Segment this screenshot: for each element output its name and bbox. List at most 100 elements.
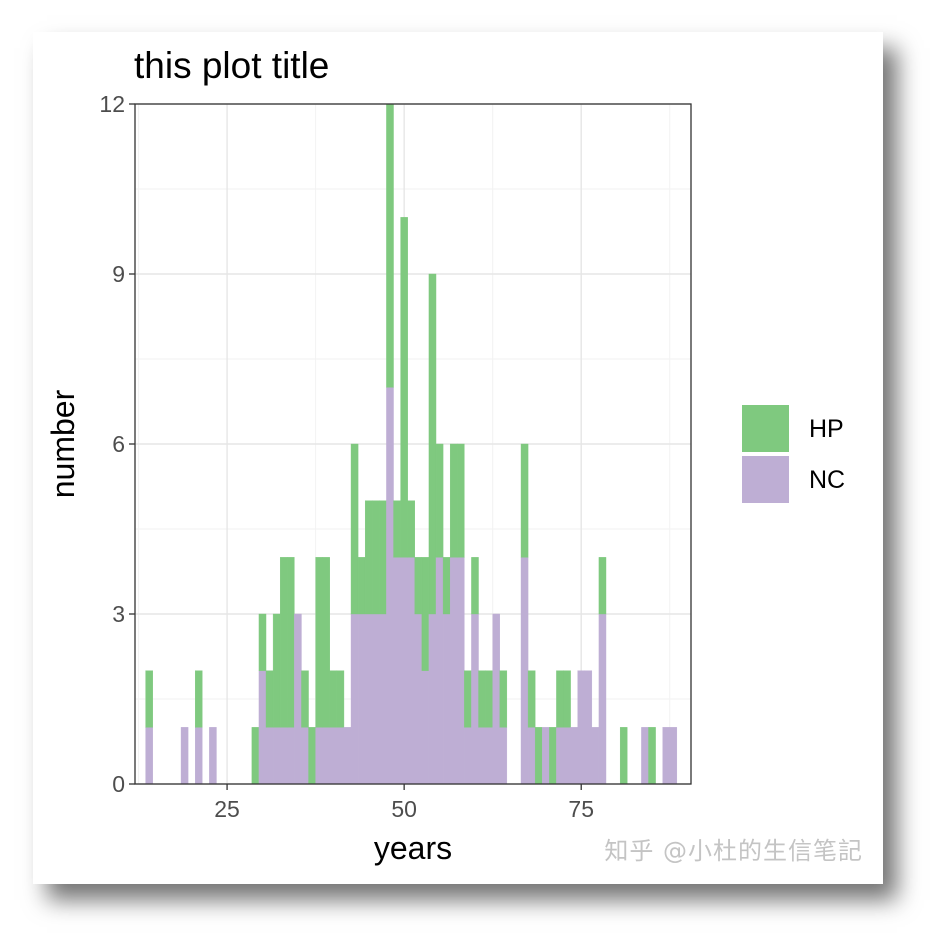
bar-nc [499,727,508,785]
bar-nc [591,727,600,785]
bar-nc [195,727,203,785]
x-tick-label: 25 [214,796,240,822]
bar-hp [329,670,338,728]
bar-nc [315,727,323,785]
bar-hp [648,727,656,785]
bar-nc [556,727,564,785]
x-tick-label: 50 [391,796,417,822]
bar-hp [563,670,571,728]
legend-key-hp [742,405,789,452]
bar-nc [428,613,437,785]
bar-nc [393,557,401,785]
bar-hp [428,273,437,615]
bar-hp [386,103,394,388]
bar-nc [209,727,217,785]
bar-nc [180,727,189,785]
bar-hp [549,727,557,785]
chart: this plot title 0 3 6 9 12 25 50 75 years numbe… [45,45,845,866]
bar-nc [442,613,451,785]
bar-hp [421,557,430,671]
bar-hp [556,670,564,728]
bar-nc [258,670,267,785]
bar-hp [251,727,260,785]
x-axis-label: years [374,830,452,866]
bar-hp [407,500,415,558]
bar-hp [301,670,309,728]
bar-nc [265,727,274,785]
bar-nc [294,613,302,785]
bar-nc [414,613,423,785]
bar-hp [478,670,486,728]
bar-nc [492,613,500,785]
bar-nc [407,557,415,785]
bar-hp [357,557,366,615]
bar-nc [478,727,486,785]
bar-hp [485,670,493,728]
bar-hp [449,443,458,558]
bar-hp [464,670,472,728]
bar-hp [195,670,203,728]
bar-hp [534,727,543,785]
y-tick-label: 6 [112,431,125,457]
bar-hp [499,670,508,728]
x-tick-label: 75 [568,796,594,822]
bar-nc [542,727,550,785]
bar-nc [471,613,479,785]
bar-hp [619,727,628,785]
bar-hp [471,557,479,615]
bar-nc [449,557,458,785]
bar-hp [364,500,373,615]
bar-nc [662,727,670,785]
bar-hp [520,443,529,558]
bar-hp [457,443,465,558]
bar-hp [145,670,153,728]
bar-hp [287,557,295,728]
bar-nc [386,387,394,785]
bar-nc [421,670,430,785]
y-axis-label: number [45,389,81,498]
bar-hp [350,443,359,615]
bar-hp [442,557,451,615]
bar-nc [577,670,585,785]
bar-hp [372,500,380,615]
bar-hp [527,670,536,728]
legend-label-nc: NC [809,466,845,494]
bar-hp [336,670,345,728]
bar-hp [379,500,387,615]
bar-nc [435,557,444,785]
bar-nc [336,727,345,785]
bar-nc [457,557,465,785]
bar-nc [520,557,529,785]
watermark: 知乎 @小杜的生信笔記 [604,837,863,865]
axes: 0 3 6 9 12 25 50 75 [99,91,594,822]
bar-hp [400,217,408,558]
bar-nc [145,727,153,785]
chart-title: this plot title [134,45,329,86]
bar-nc [641,727,649,785]
bar-nc [570,727,578,785]
bar-nc [563,727,571,785]
bar-nc [584,670,593,785]
bar-hp [414,557,423,615]
bar-nc [287,727,295,785]
bar-nc [379,613,387,785]
legend-label-hp: HP [809,415,844,443]
bar-nc [357,613,366,785]
bar-hp [315,557,323,728]
bar-hp [265,670,274,728]
bar-nc [322,727,330,785]
bar-hp [279,557,288,728]
bar-hp [598,557,607,615]
y-tick-label: 12 [99,91,125,117]
y-tick-label: 0 [112,771,125,797]
bar-nc [329,727,338,785]
bar-hp [435,443,444,558]
legend-key-nc [742,456,789,503]
bar-nc [372,613,380,785]
bar-nc [464,727,472,785]
bars [145,103,678,785]
y-tick-label: 9 [112,261,125,287]
bar-hp [258,613,267,671]
bar-hp [308,727,316,785]
bar-hp [393,500,401,558]
